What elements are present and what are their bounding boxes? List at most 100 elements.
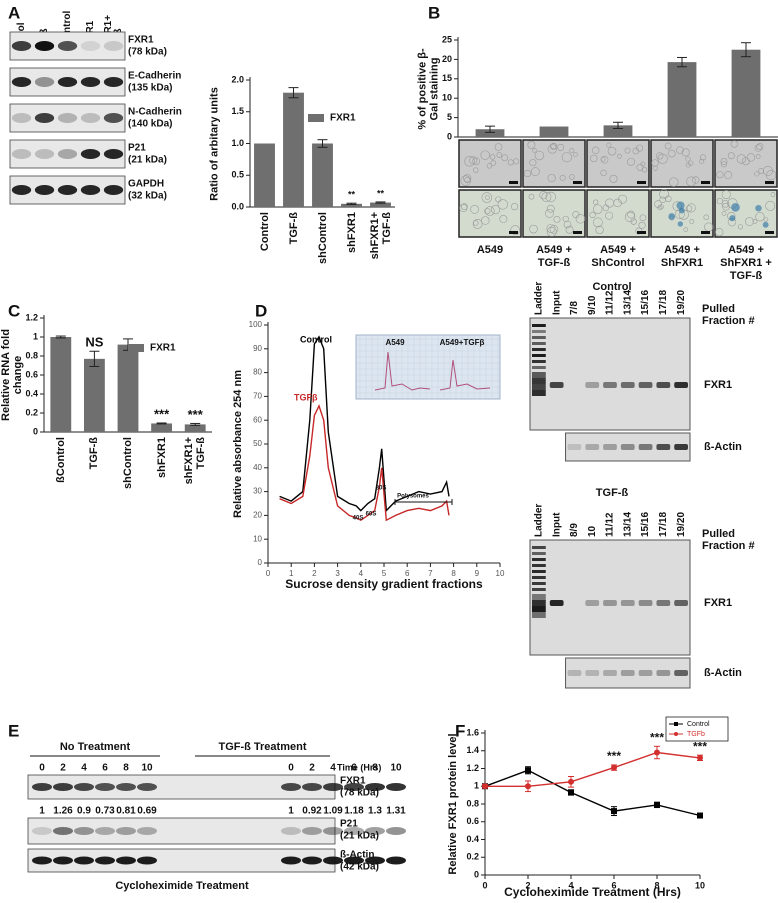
band	[103, 185, 124, 195]
scale-bar	[637, 231, 646, 234]
lane-label: 17/18	[658, 290, 669, 315]
band	[53, 856, 73, 865]
cell	[683, 227, 689, 232]
stained-cell	[729, 215, 736, 222]
y-tick-label: 0.4	[466, 834, 479, 844]
y-tick-label: 0	[33, 426, 38, 436]
cell	[600, 156, 606, 162]
series-label: TGFβ	[294, 392, 318, 402]
band	[638, 670, 653, 676]
row-label: (78 kDa)	[340, 788, 379, 799]
cell	[607, 146, 617, 156]
row-label: E-Cadherin	[128, 71, 181, 82]
cell	[627, 157, 636, 166]
cell	[569, 174, 575, 180]
row-label: (42 kDa)	[340, 862, 379, 873]
micrograph	[522, 139, 586, 188]
cell	[770, 192, 776, 197]
band	[620, 600, 635, 606]
band	[11, 113, 32, 123]
y-tick-label: 0.2	[25, 407, 38, 417]
band	[11, 149, 32, 159]
row-label: (140 kDa)	[128, 119, 172, 130]
band	[74, 827, 94, 835]
x-tick-label: A549 + ShControl	[591, 244, 645, 269]
cell	[529, 224, 538, 234]
scale-bar	[509, 231, 518, 234]
x-tick-label: 2	[525, 880, 530, 890]
inset-label: A549	[385, 338, 405, 347]
x-tick-label: A549 + ShFXR1 + TGF-ß	[720, 244, 772, 282]
bar	[475, 129, 505, 137]
legend-label: TGFb	[687, 731, 705, 738]
cell	[557, 143, 565, 151]
cell	[763, 166, 773, 176]
band	[674, 382, 688, 388]
cell	[553, 215, 561, 223]
lane-label: 13/14	[622, 512, 633, 537]
x-tick-label: 3	[335, 569, 340, 578]
row-label: GAPDH	[128, 179, 164, 190]
marker	[697, 754, 703, 761]
cell	[685, 205, 693, 212]
ladder-band	[532, 348, 546, 351]
ladder-band	[532, 366, 546, 369]
marker	[568, 789, 574, 796]
lane-label: 10	[587, 525, 598, 537]
stained-cell	[762, 221, 769, 228]
x-tick-label: 10	[496, 569, 505, 578]
row-label: FXR1	[704, 597, 732, 609]
row-label: ß-Actin	[340, 850, 374, 861]
quant-label: 1.3	[368, 806, 382, 817]
band	[34, 41, 55, 51]
time-label: 0	[288, 763, 294, 774]
panel-letter: A	[8, 3, 20, 22]
y-tick-label: 1.5	[231, 106, 244, 116]
micrograph	[714, 189, 778, 238]
cell	[756, 143, 764, 151]
row-label: FXR1	[340, 776, 366, 787]
band	[603, 444, 617, 450]
cell	[494, 143, 503, 151]
band	[57, 41, 78, 51]
band	[386, 783, 406, 791]
stained-cell	[668, 213, 676, 220]
ladder-band	[532, 606, 546, 612]
group-label: No Treatment	[60, 741, 131, 753]
band	[603, 382, 617, 388]
stained-cell	[755, 204, 762, 212]
bar	[151, 423, 173, 432]
series-line	[279, 335, 450, 513]
bar	[312, 143, 333, 207]
band	[620, 382, 635, 388]
cell	[685, 156, 691, 162]
band	[32, 783, 52, 791]
band	[95, 827, 115, 835]
time-label: 10	[390, 763, 402, 774]
band	[585, 670, 600, 676]
band	[365, 783, 385, 791]
band	[603, 600, 617, 606]
cell	[681, 148, 690, 157]
y-tick-label: 1	[474, 781, 479, 791]
series-label: Control	[300, 334, 332, 344]
micrograph	[714, 139, 778, 188]
cell	[763, 217, 769, 222]
y-axis-label: Relative FXR1 protein level	[447, 733, 459, 875]
band	[80, 41, 101, 51]
ladder-band	[532, 354, 546, 357]
cell	[755, 212, 765, 222]
ladder-band	[532, 378, 546, 384]
cell	[737, 224, 743, 230]
cell	[716, 171, 724, 179]
band	[103, 77, 124, 87]
legend-label: Control	[687, 721, 710, 728]
ladder-band	[532, 360, 546, 363]
bar	[341, 203, 362, 207]
row-label: ß-Actin	[704, 667, 742, 679]
bar	[539, 126, 569, 137]
peak-label: 40S	[353, 516, 364, 522]
y-tick-label: 20	[442, 54, 452, 64]
cell	[496, 152, 503, 158]
cell	[703, 214, 709, 220]
